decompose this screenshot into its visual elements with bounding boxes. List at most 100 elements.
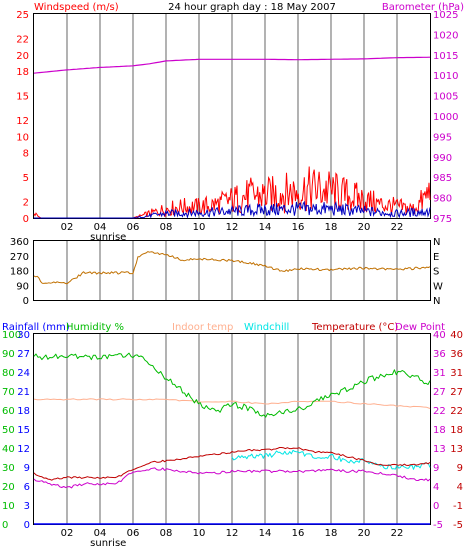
temp-x-tick-label: 08	[160, 528, 173, 539]
humidity-tick-label: 90	[2, 349, 15, 360]
humidity-tick-label: 50	[2, 425, 15, 436]
indoor-temp-line	[33, 398, 431, 409]
rainfall-tick-label: 6	[24, 482, 30, 493]
windspeed-tick-label: 20	[16, 51, 29, 62]
barometer-axis-title: Barometer (hPa)	[382, 2, 464, 13]
temperature-tick-label: 9	[457, 463, 463, 474]
temperature-tick-label: 27	[450, 387, 463, 398]
windspeed-tick-label: 8	[23, 149, 29, 160]
windchill-legend: Windchill	[244, 322, 289, 333]
temp-x-tick-label: 04	[94, 528, 107, 539]
barometer-tick-label: 980	[433, 194, 452, 205]
temp-x-tick-label: 16	[292, 528, 305, 539]
temperature-tick-label: 31	[450, 368, 463, 379]
windspeed-axis-title: Windspeed (m/s)	[34, 2, 119, 13]
temperature-tick-label: 18	[450, 425, 463, 436]
humidity-tick-label: 70	[2, 387, 15, 398]
temperature-tick-label: -1	[453, 501, 463, 512]
direction-panel-frame	[33, 240, 431, 301]
temperature-line	[33, 447, 431, 481]
humidity-tick-label: 0	[2, 520, 8, 531]
dewpoint-tick-label: 40	[433, 330, 446, 341]
wind-x-tick-label: 06	[127, 222, 140, 233]
dewpoint-tick-label: -5	[433, 520, 443, 531]
rainfall-axis-title: Rainfall (mm)	[2, 322, 70, 333]
compass-tick-label: E	[433, 252, 439, 263]
wind-x-tick-label: 20	[358, 222, 371, 233]
rainfall-tick-label: 30	[17, 330, 30, 341]
windspeed-tick-label: 5	[23, 173, 29, 184]
wind-direction-line	[33, 251, 431, 285]
temp-x-tick-label: 06	[127, 528, 140, 539]
compass-tick-label: S	[433, 267, 439, 278]
wind-x-tick-label: 14	[259, 222, 272, 233]
humidity-tick-label: 30	[2, 463, 15, 474]
humidity-tick-label: 100	[2, 330, 21, 341]
temp-x-tick-label: 12	[226, 528, 239, 539]
dewpoint-tick-label: 22	[433, 406, 446, 417]
wind-x-tick-label: 08	[160, 222, 173, 233]
temperature-tick-label: 40	[450, 330, 463, 341]
direction-tick-label: 0	[23, 296, 29, 307]
dewpoint-tick-label: 9	[433, 463, 439, 474]
compass-tick-label: W	[433, 281, 443, 292]
humidity-tick-label: 20	[2, 482, 15, 493]
rainfall-tick-label: 21	[17, 387, 30, 398]
humidity-tick-label: 40	[2, 444, 15, 455]
temperature-axis-title: Temperature (°C)	[311, 322, 398, 333]
barometer-tick-label: 990	[433, 153, 452, 164]
dewpoint-line	[33, 467, 431, 489]
dewpoint-tick-label: 36	[433, 349, 446, 360]
windspeed-tick-label: 12	[16, 116, 29, 127]
temp-x-tick-label: 18	[325, 528, 338, 539]
direction-tick-label: 180	[10, 267, 29, 278]
humidity-tick-label: 10	[2, 501, 15, 512]
humidity-tick-label: 60	[2, 406, 15, 417]
barometer-tick-label: 1010	[433, 71, 458, 82]
dewpoint-tick-label: 4	[433, 482, 439, 493]
humidity-tick-label: 80	[2, 368, 15, 379]
temperature-tick-label: 36	[450, 349, 463, 360]
wind-x-tick-label: 12	[226, 222, 239, 233]
temp-x-tick-label: 22	[391, 528, 404, 539]
temperature-tick-label: 22	[450, 406, 463, 417]
windspeed-tick-label: 18	[16, 67, 29, 78]
temp-x-tick-label: 10	[193, 528, 206, 539]
dewpoint-tick-label: 27	[433, 387, 446, 398]
series-layer	[33, 56, 431, 525]
barometer-tick-label: 1000	[433, 112, 458, 123]
wind-panel-frame	[33, 13, 431, 219]
indoor-temp-legend: Indoor temp	[172, 322, 233, 333]
windspeed-tick-label: 22	[16, 34, 29, 45]
dewpoint-tick-label: 0	[433, 501, 439, 512]
rainfall-tick-label: 0	[24, 520, 30, 531]
sunrise-label-bottom: sunrise	[90, 538, 126, 549]
wind-x-tick-label: 04	[94, 222, 107, 233]
temperature-tick-label: 13	[450, 444, 463, 455]
rainfall-tick-label: 12	[17, 444, 30, 455]
barometer-tick-label: 1025	[433, 10, 458, 21]
barometer-tick-label: 985	[433, 173, 452, 184]
temp-x-tick-label: 14	[259, 528, 272, 539]
barometer-tick-label: 1005	[433, 92, 458, 103]
wind-x-tick-label: 10	[193, 222, 206, 233]
dewpoint-axis-title: Dew Point	[395, 322, 445, 333]
barometer-line	[33, 56, 431, 74]
temperature-tick-label: 4	[457, 482, 463, 493]
windspeed-tick-label: 2	[23, 198, 29, 209]
windspeed-tick-label: 25	[16, 10, 29, 21]
rainfall-tick-label: 27	[17, 349, 30, 360]
barometer-tick-label: 1015	[433, 51, 458, 62]
barometer-tick-label: 975	[433, 214, 452, 225]
direction-tick-label: 90	[16, 281, 29, 292]
dewpoint-tick-label: 31	[433, 368, 446, 379]
wind-x-tick-label: 16	[292, 222, 305, 233]
sunrise-label: sunrise	[90, 232, 126, 243]
compass-tick-label: N	[433, 296, 440, 307]
temperature-tick-label: -5	[453, 520, 463, 531]
direction-tick-label: 360	[10, 237, 29, 248]
windspeed-tick-label: 10	[16, 132, 29, 143]
temp-x-tick-label: 02	[61, 528, 74, 539]
humidity-line	[33, 352, 431, 418]
